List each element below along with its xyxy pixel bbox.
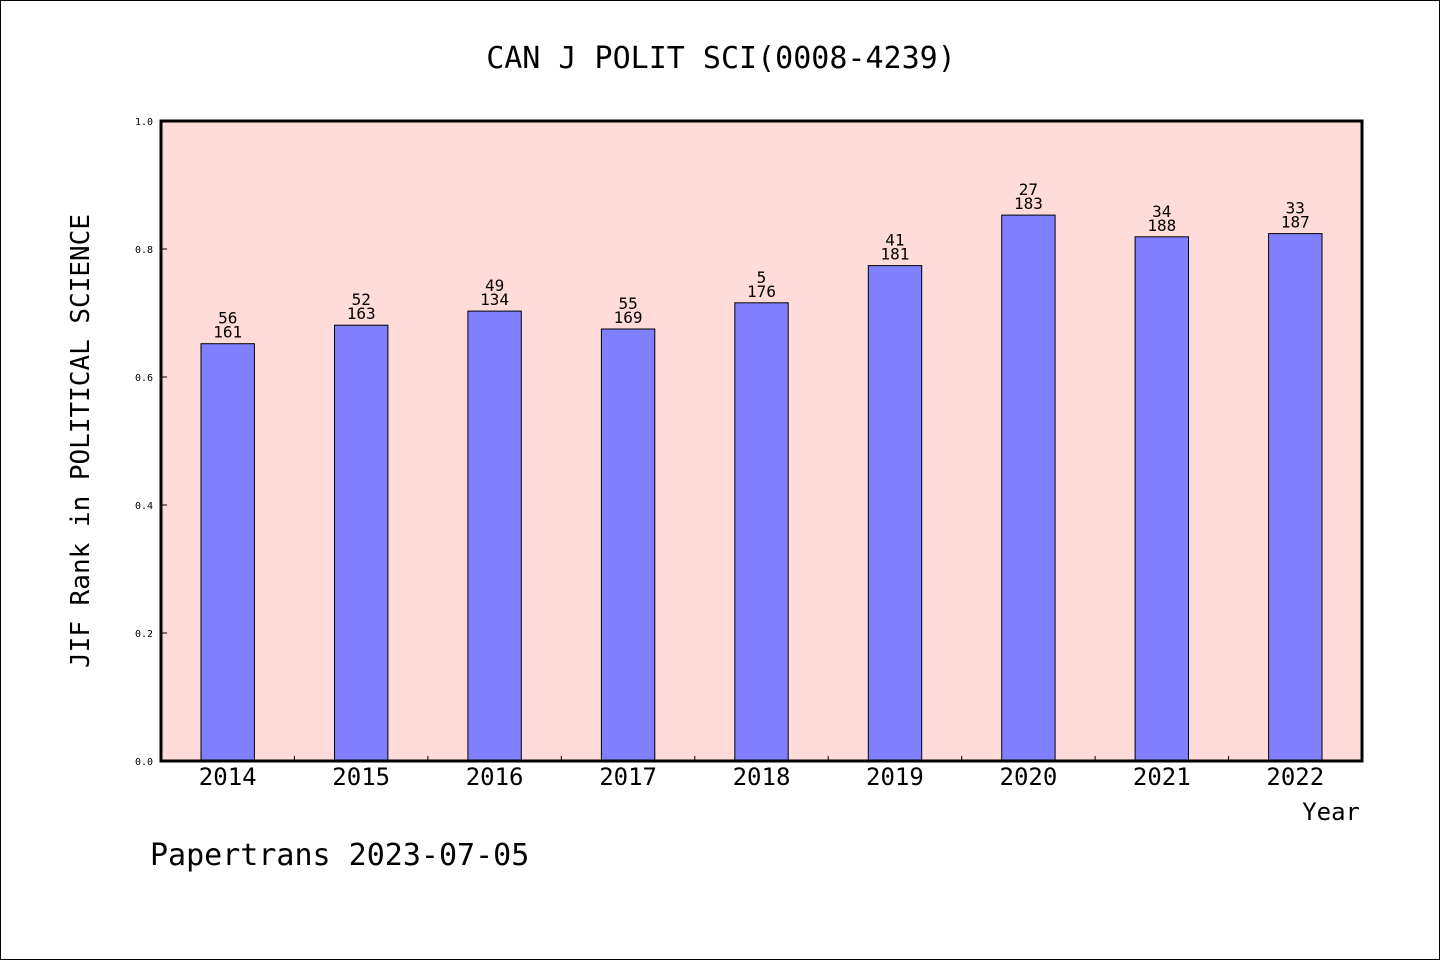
y-tick-label: 1.0 [135, 117, 153, 128]
bar-2022 [1268, 233, 1323, 762]
bar-2021 [1134, 236, 1189, 762]
bar-2019 [867, 265, 923, 762]
x-tick-label-2014: 2014 [199, 763, 257, 791]
y-tick-label: 0.0 [135, 757, 153, 768]
y-tick-label: 0.8 [135, 245, 153, 256]
bar-total-label-2018: 176 [747, 282, 776, 301]
bar-rank-label-2014: 56 [218, 309, 237, 328]
bars-group [200, 214, 1323, 762]
bar-total-label-2022: 187 [1281, 213, 1310, 232]
x-tick-label-2021: 2021 [1133, 763, 1191, 791]
bar-rank-label-2022: 33 [1286, 199, 1305, 218]
bar-2017 [600, 328, 656, 762]
y-tick-label: 0.6 [135, 373, 153, 384]
bar-total-label-2015: 163 [347, 304, 376, 323]
bar-total-label-2020: 183 [1014, 194, 1043, 213]
x-tick-label-2017: 2017 [599, 763, 657, 791]
chart-title: CAN J POLIT SCI(0008-4239) [486, 41, 956, 76]
bar-rank-label-2016: 49 [485, 276, 504, 295]
bar-total-label-2017: 169 [614, 308, 643, 327]
bar-rank-label-2021: 34 [1152, 202, 1171, 221]
bar-total-label-2014: 161 [213, 323, 242, 342]
y-axis: 0.0 0.2 0.4 0.6 0.8 1.0 [135, 117, 167, 768]
bar-2016 [467, 310, 522, 762]
x-axis-label: Year [1302, 798, 1360, 826]
x-tick-label-2016: 2016 [466, 763, 524, 791]
x-tick-label-2015: 2015 [332, 763, 390, 791]
y-axis-label: JIF Rank in POLITICAL SCIENCE [66, 214, 96, 668]
plot-border [159, 119, 1364, 763]
bar-2015 [334, 324, 389, 762]
bar-total-label-2021: 188 [1147, 216, 1176, 235]
x-tick-label-2020: 2020 [1000, 763, 1058, 791]
bar-total-label-2016: 134 [480, 290, 509, 309]
y-tick-label: 0.4 [135, 501, 153, 512]
bar-rank-label-2020: 27 [1019, 180, 1038, 199]
bar-rank-label-2017: 55 [618, 294, 637, 313]
bar-rank-label-2015: 52 [352, 290, 371, 309]
y-tick-label: 0.2 [135, 629, 153, 640]
bar-2020 [1001, 214, 1056, 762]
x-tick-label-2022: 2022 [1266, 763, 1324, 791]
bar-rank-label-2019: 41 [885, 231, 904, 250]
x-tick-label-2018: 2018 [733, 763, 791, 791]
x-tick-label-2019: 2019 [866, 763, 924, 791]
x-axis: 2014 2015 2016 2017 2018 2019 2020 2021 2022 [199, 756, 1324, 791]
bar-2018 [734, 302, 789, 762]
bar-total-label-2019: 181 [880, 245, 909, 264]
bar-rank-label-2018: 5 [757, 268, 767, 287]
bar-2014 [200, 343, 255, 762]
footer-text: Papertrans 2023-07-05 [150, 838, 529, 873]
